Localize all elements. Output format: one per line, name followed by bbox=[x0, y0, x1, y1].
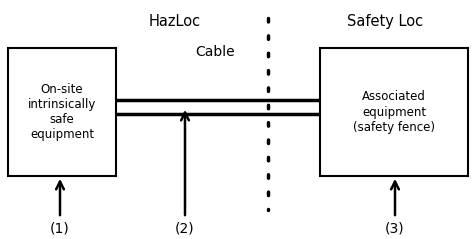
Bar bbox=[8, 48, 116, 176]
Text: Associated
equipment
(safety fence): Associated equipment (safety fence) bbox=[353, 91, 435, 134]
Text: Safety Loc: Safety Loc bbox=[347, 14, 423, 29]
Text: (3): (3) bbox=[385, 221, 405, 235]
Text: On-site
intrinsically
safe
equipment: On-site intrinsically safe equipment bbox=[28, 83, 96, 141]
Bar bbox=[320, 48, 468, 176]
Text: Cable: Cable bbox=[195, 45, 235, 59]
Text: HazLoc: HazLoc bbox=[149, 14, 201, 29]
Text: (2): (2) bbox=[175, 221, 195, 235]
Text: (1): (1) bbox=[50, 221, 70, 235]
